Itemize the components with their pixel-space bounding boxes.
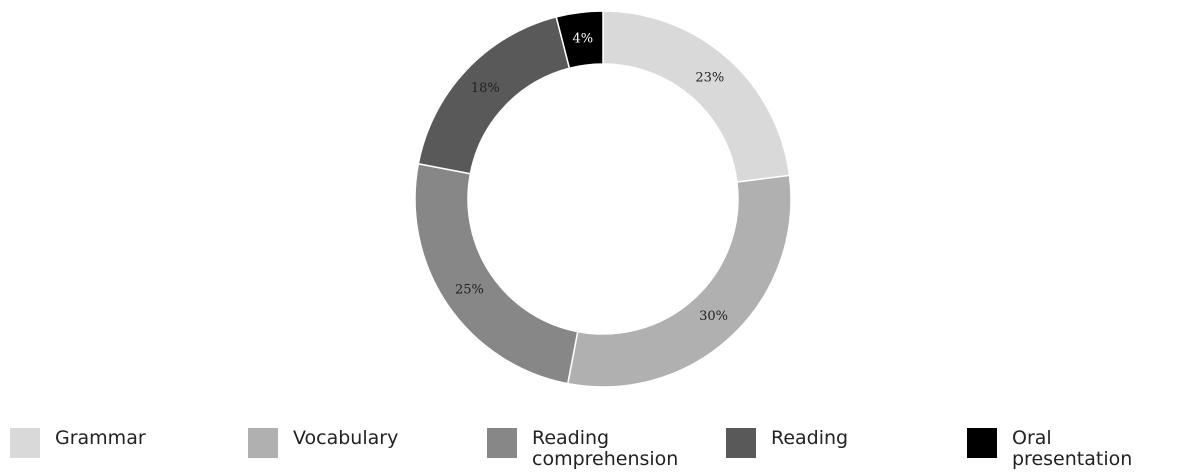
legend-item: Oral presentation (967, 428, 1177, 470)
chart: 23% 30% 25% 18% 4% (414, 10, 792, 388)
legend-item: Vocabulary (248, 428, 458, 458)
legend-item: Grammar (10, 428, 220, 458)
slice-label: 4% (572, 31, 593, 46)
legend-swatch (487, 428, 517, 458)
donut-slice (555, 10, 604, 70)
donut-slice (566, 174, 792, 388)
legend-label: Vocabulary (293, 427, 399, 449)
legend-swatch (967, 428, 997, 458)
slice-label: 30% (699, 309, 728, 324)
donut-slice (414, 162, 579, 385)
slice-label: 25% (455, 282, 484, 297)
legend-item: Reading (726, 428, 936, 458)
slice-label: 18% (471, 81, 500, 96)
slice-label: 23% (695, 70, 724, 85)
legend-label: Grammar (55, 427, 146, 449)
legend-label: Reading comprehension (532, 427, 679, 470)
legend-swatch (248, 428, 278, 458)
donut-slice (602, 10, 791, 183)
legend-label: Reading (771, 427, 849, 449)
legend-item: Reading comprehension (487, 428, 697, 470)
legend: Grammar Vocabulary Reading comprehension Re… (0, 428, 1193, 475)
legend-label: Oral presentation (1012, 427, 1133, 470)
legend-swatch (726, 428, 756, 458)
legend-swatch (10, 428, 40, 458)
